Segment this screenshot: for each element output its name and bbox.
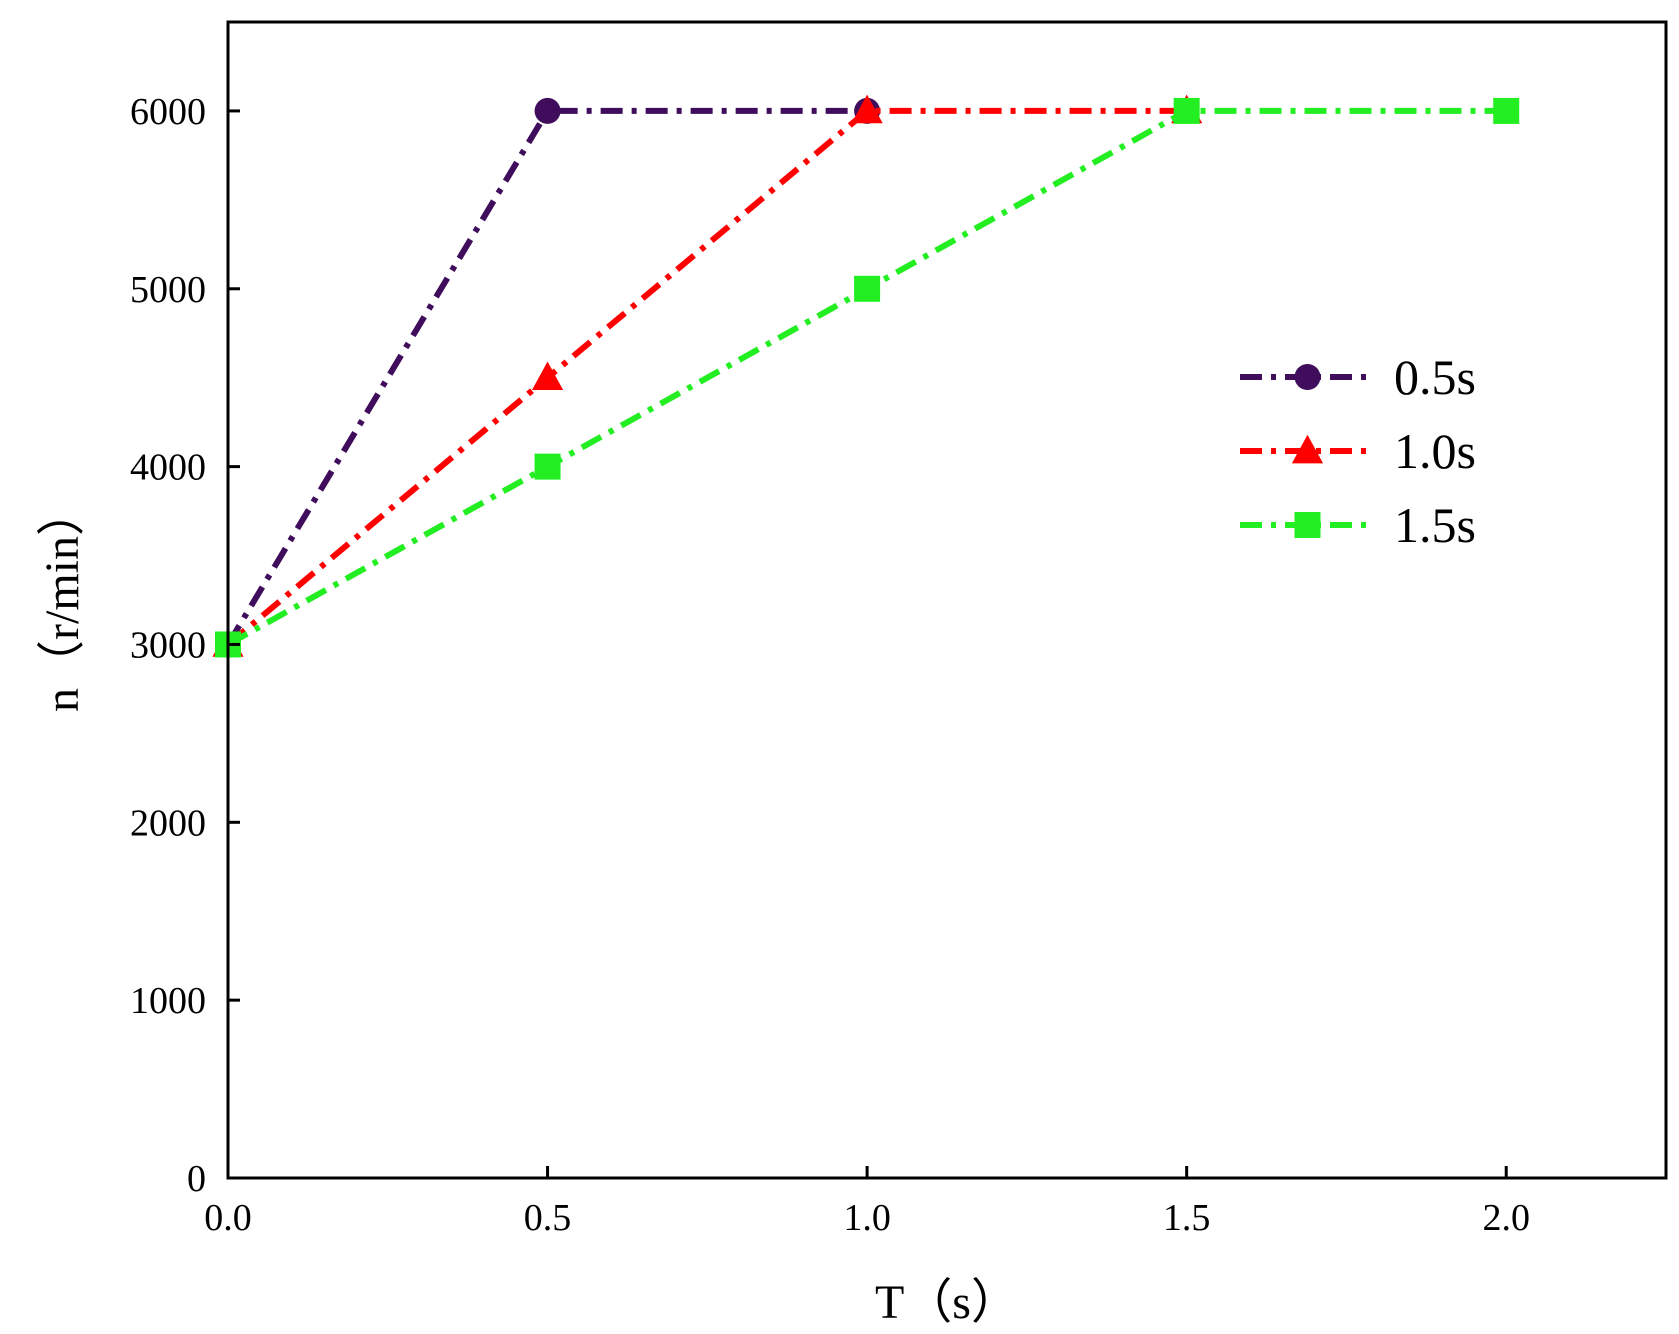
y-axis-title: n（r/min） [36,488,89,712]
legend-marker [1294,512,1321,538]
x-tick-label: 0.0 [204,1197,252,1239]
series-group [215,97,1520,658]
series-line [226,107,1187,647]
x-axis: 0.0 0.5 1.0 1.5 2.0 [204,1166,1530,1239]
legend-item: 0.5s [1240,349,1476,405]
data-point [531,361,564,391]
legend-marker [1294,364,1321,390]
data-point [1493,97,1520,124]
data-point [854,275,881,302]
data-point [851,94,883,124]
y-tick-label: 3000 [130,624,206,666]
x-tick-label: 1.5 [1163,1197,1211,1239]
data-point [534,97,561,124]
y-tick-label: 5000 [130,269,206,311]
data-point [1173,97,1200,124]
y-tick-label: 6000 [130,91,206,133]
y-axis: 0 1000 2000 3000 4000 5000 6000 [130,91,240,1200]
legend-label: 1.0s [1394,423,1476,479]
legend: 0.5s 1.0s 1.5s [1240,349,1476,553]
plot-frame [226,20,1668,1180]
legend-item: 1.0s [1240,423,1476,479]
x-tick-label: 2.0 [1482,1197,1530,1239]
legend-marker [1291,434,1324,464]
y-tick-label: 4000 [130,447,206,489]
data-point [534,453,561,480]
y-tick-label: 1000 [130,980,206,1022]
y-tick-label: 2000 [130,802,206,844]
x-tick-label: 0.5 [524,1197,572,1239]
y-tick-label: 0 [187,1158,206,1200]
legend-label: 1.5s [1394,497,1476,553]
legend-item: 1.5s [1240,497,1476,553]
x-axis-title: T（s） [875,1276,1019,1329]
series-layer [212,94,1520,658]
legend-label: 0.5s [1394,349,1476,405]
x-tick-label: 1.0 [843,1197,891,1239]
